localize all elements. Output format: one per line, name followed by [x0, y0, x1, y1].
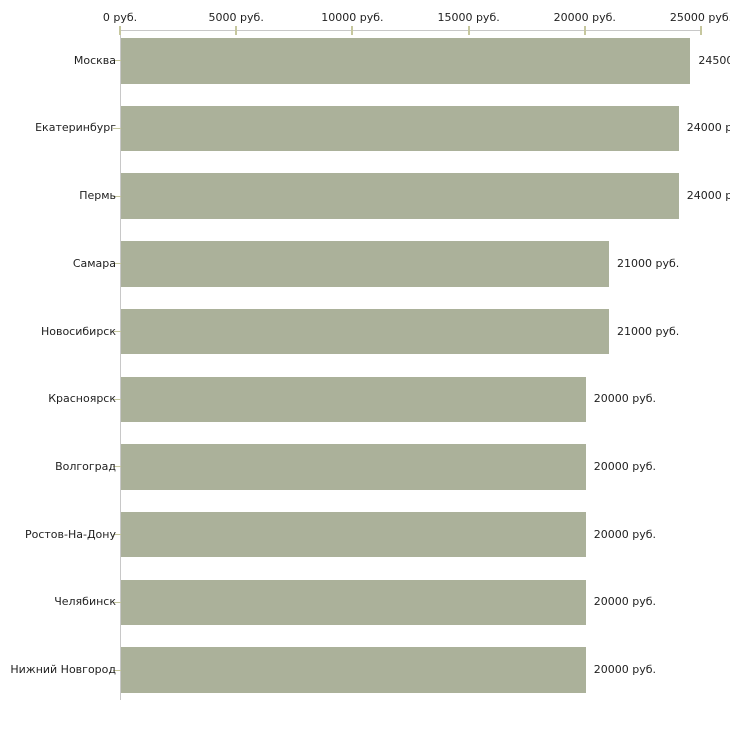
- x-axis-line: [120, 30, 702, 31]
- bar-value-label: 24000 руб.: [686, 121, 730, 135]
- bar-value-label: 20000 руб.: [593, 595, 657, 609]
- x-axis-tick-label: 10000 руб.: [321, 11, 384, 24]
- x-axis-tick: [235, 26, 238, 35]
- category-label: Пермь: [79, 189, 116, 203]
- x-axis-tick-label: 0 руб.: [102, 11, 138, 24]
- x-axis-tick-label: 15000 руб.: [437, 11, 500, 24]
- bar: [121, 173, 679, 219]
- category-label: Челябинск: [54, 595, 116, 609]
- bar: [121, 308, 610, 355]
- category-label: Ростов-На-Дону: [24, 527, 116, 541]
- category-label: Москва: [73, 53, 116, 67]
- y-axis-tick: [113, 466, 121, 468]
- category-label: Екатеринбург: [35, 121, 116, 135]
- x-axis-tick: [119, 26, 121, 35]
- bar: [121, 579, 586, 626]
- x-axis-tick: [351, 26, 354, 35]
- bar: [121, 647, 586, 693]
- y-axis-line: [120, 30, 121, 700]
- bar-value-label: 21000 руб.: [617, 256, 680, 270]
- x-axis-tick: [467, 26, 470, 35]
- bar-value-label: 20000 руб.: [593, 459, 657, 473]
- y-axis-tick: [113, 60, 121, 62]
- bar: [121, 38, 691, 84]
- bar-value-label: 20000 руб.: [593, 527, 657, 541]
- y-axis-tick: [113, 127, 121, 129]
- y-axis-tick: [113, 669, 121, 671]
- bar: [121, 444, 586, 490]
- y-axis-tick: [113, 331, 121, 333]
- y-axis-tick: [113, 534, 121, 536]
- x-axis-tick-label: 25000 руб.: [669, 11, 730, 24]
- bar: [121, 105, 679, 152]
- x-axis-tick: [583, 26, 586, 35]
- x-axis-tick: [700, 26, 702, 35]
- category-label: Новосибирск: [40, 324, 116, 338]
- bar-value-label: 24500 руб.: [698, 53, 730, 67]
- category-label: Красноярск: [48, 392, 116, 406]
- bar: [121, 241, 610, 287]
- bar-value-label: 20000 руб.: [593, 663, 657, 677]
- bar: [121, 511, 586, 558]
- y-axis-tick: [113, 263, 121, 265]
- bar: [121, 376, 586, 422]
- y-axis-tick: [113, 601, 121, 603]
- bar-value-label: 24000 руб.: [686, 189, 730, 203]
- x-axis-tick-label: 5000 руб.: [208, 11, 264, 24]
- category-label: Самара: [72, 256, 116, 270]
- y-axis-tick: [113, 195, 121, 197]
- y-axis-tick: [113, 398, 121, 400]
- bar-value-label: 21000 руб.: [617, 324, 680, 338]
- bar-value-label: 20000 руб.: [593, 392, 657, 406]
- category-label: Волгоград: [55, 459, 116, 473]
- category-label: Нижний Новгород: [10, 663, 116, 677]
- x-axis-tick-label: 20000 руб.: [553, 11, 616, 24]
